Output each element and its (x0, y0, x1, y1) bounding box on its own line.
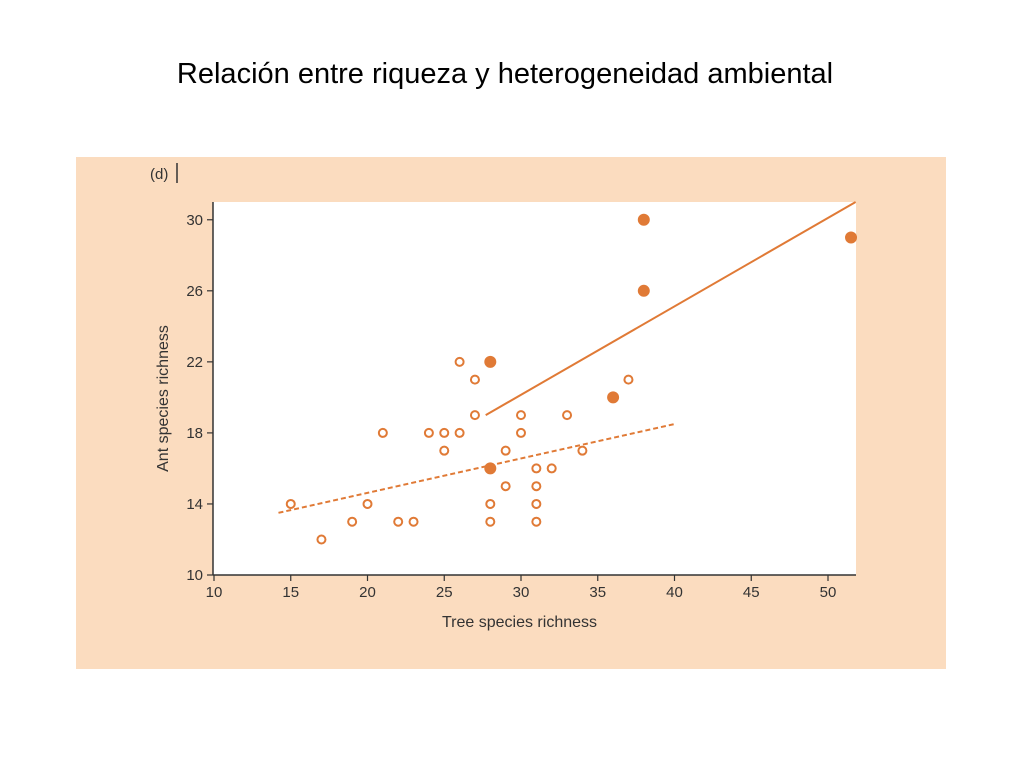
data-point-open (516, 427, 526, 438)
data-point-open (393, 516, 404, 527)
data-point-open (623, 374, 634, 385)
y-axis-title: Ant species richness (155, 325, 172, 472)
data-point-open (285, 498, 296, 509)
trend-line-dashed (278, 423, 675, 514)
x-tick-label: 45 (743, 584, 760, 601)
y-tick-label: 22 (186, 354, 203, 371)
data-point-open (531, 516, 542, 527)
y-tick-label: 26 (186, 283, 203, 300)
x-tick-label: 35 (589, 584, 606, 601)
data-point-open (454, 427, 465, 438)
data-point-open (531, 463, 542, 474)
y-tick-label: 10 (186, 567, 203, 584)
data-point-filled (607, 391, 620, 404)
data-point-open (408, 516, 419, 527)
data-point-filled (484, 355, 497, 368)
data-point-open (439, 445, 450, 456)
data-point-open (439, 427, 450, 438)
trend-lines (278, 201, 857, 514)
data-point-open (316, 534, 327, 545)
data-point-open (454, 356, 465, 367)
slide-title: Relación entre riqueza y heterogeneidad … (176, 58, 834, 90)
y-tick-label: 18 (186, 425, 203, 442)
x-tick-label: 40 (666, 584, 683, 601)
data-point-open (500, 445, 511, 456)
scatter-chart: (d) 10 15 20 25 30 35 40 45 50 10 14 18 22 26 30 Tree … (150, 163, 858, 631)
data-point-open (347, 516, 358, 527)
data-point-filled (484, 462, 497, 475)
panel-label: (d) (150, 166, 168, 183)
figure-panel: (d) 10 15 20 25 30 35 40 45 50 10 14 18 22 26 30 Tree … (76, 157, 946, 669)
data-point-open (362, 498, 373, 509)
x-tick-label: 50 (820, 584, 837, 601)
y-tick-label: 14 (186, 496, 203, 513)
trend-line-solid (485, 201, 857, 417)
data-point-filled (845, 231, 858, 244)
data-point-filled (637, 284, 650, 297)
data-point-open (423, 427, 434, 438)
axis-ticks: 10 15 20 25 30 35 40 45 50 10 14 18 22 26 30 (186, 212, 836, 601)
data-point-open (377, 427, 388, 438)
x-tick-label: 30 (513, 584, 530, 601)
x-tick-label: 10 (206, 584, 223, 601)
data-point-open (469, 374, 480, 385)
data-point-filled (637, 213, 650, 226)
data-point-open (516, 410, 526, 421)
data-point-open (546, 463, 557, 474)
data-point-open (531, 498, 542, 509)
x-tick-label: 15 (282, 584, 299, 601)
data-point-open (577, 445, 588, 456)
data-point-open (531, 481, 542, 492)
data-point-open (562, 410, 573, 421)
x-tick-label: 20 (359, 584, 376, 601)
data-point-open (485, 498, 496, 509)
data-points (285, 213, 858, 545)
data-point-open (485, 516, 496, 527)
axes (176, 163, 856, 576)
data-point-open (500, 481, 511, 492)
y-tick-label: 30 (186, 212, 203, 229)
x-axis-title: Tree species richness (442, 614, 597, 631)
x-tick-label: 25 (436, 584, 453, 601)
data-point-open (469, 410, 480, 421)
